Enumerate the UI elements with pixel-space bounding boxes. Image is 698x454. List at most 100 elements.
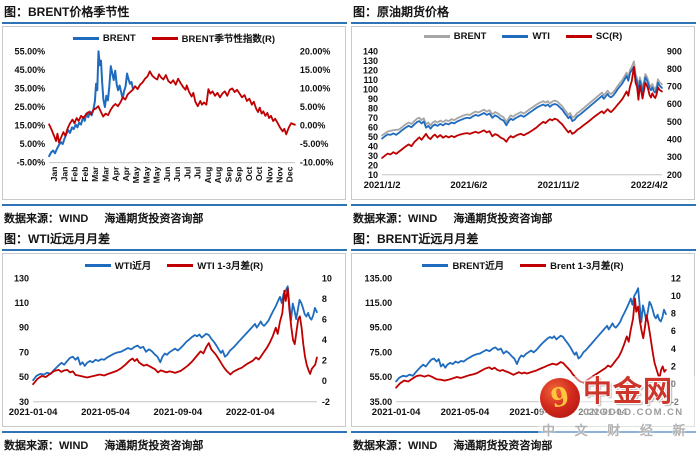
x-axis-tick: Feb — [80, 167, 90, 182]
title-rule — [351, 249, 696, 251]
x-axis-tick: Jun — [162, 167, 172, 182]
right-axis-tick: -10.00% — [300, 158, 334, 168]
x-axis-tick: Aug — [213, 167, 223, 184]
x-axis-tick: Aug — [203, 167, 213, 184]
right-axis-tick: 20.00% — [300, 46, 331, 56]
left-axis-tick: 90 — [19, 323, 29, 333]
x-axis-tick: 2022-01-04 — [226, 407, 275, 418]
x-axis-tick: 2021/1/2 — [364, 180, 401, 191]
legend-swatch — [84, 263, 111, 267]
left-axis-tick: 5.00% — [20, 139, 46, 149]
left-axis-tick: 70 — [368, 113, 378, 123]
legend-label: SC(R) — [595, 31, 623, 42]
left-axis-tick: 35.00% — [15, 83, 46, 93]
chart-legend: BRENT WTI SC(R) — [352, 31, 694, 42]
x-axis-tick: Sep — [223, 167, 233, 183]
x-axis-tick: 2021-01-04 — [372, 407, 421, 418]
source-org: 海通期货投资咨询部 — [104, 213, 204, 225]
left-axis-tick: 140 — [363, 46, 378, 56]
legend-item[interactable]: WTI 1-3月差(R) — [167, 258, 263, 272]
x-axis-tick: Nov — [275, 166, 285, 182]
x-axis-tick: May — [152, 166, 162, 183]
x-axis-tick: 2022-01-04 — [578, 407, 627, 418]
legend-label: BRENT近月 — [452, 261, 505, 272]
left-axis-tick: 20 — [368, 160, 378, 170]
source-label: 数据来源：WIND — [353, 440, 438, 452]
legend-item[interactable]: WTI近月 — [84, 258, 151, 272]
right-axis-tick: 700 — [667, 82, 682, 92]
series-line — [48, 70, 296, 144]
legend-item[interactable]: BRENT近月 — [422, 258, 504, 272]
legend-item[interactable]: BRENT — [72, 31, 136, 45]
series-line — [381, 60, 663, 137]
left-axis-tick: 60 — [368, 122, 378, 132]
bottom-rule — [351, 204, 696, 206]
x-axis-tick: Feb — [70, 167, 80, 182]
x-axis-tick: Sep — [234, 167, 244, 183]
right-axis-tick: 300 — [667, 152, 682, 162]
right-axis-tick: 2 — [322, 356, 327, 366]
watermark: 9 中金网 CNGOLD.COM.CN 中 文 财 经 新 媒 体 — [538, 376, 698, 441]
legend-item[interactable]: Brent 1-3月差(R) — [520, 258, 624, 272]
x-axis-tick: May — [131, 166, 141, 183]
watermark-url: CNGOLD.COM.CN — [583, 406, 684, 418]
x-axis-tick: Jul — [193, 167, 203, 179]
left-axis-tick: 110 — [15, 298, 30, 308]
legend-item[interactable]: WTI — [502, 31, 550, 42]
chart-plot: 130 110 90 70 50 30 10 8 6 4 2 0 -2 2021-01-04 2021-05… — [9, 273, 332, 418]
right-axis-tick: 8 — [322, 294, 327, 304]
left-axis-tick: 110 — [364, 75, 379, 85]
chart-title: 图：BRENT近远月月差 — [353, 232, 479, 246]
bottom-rule — [2, 431, 347, 433]
right-axis-tick: 8 — [671, 309, 676, 319]
right-axis-tick: 15.00% — [300, 65, 331, 75]
left-axis-tick: 95.00 — [370, 323, 393, 333]
legend-label: WTI — [532, 31, 550, 42]
right-axis-tick: 500 — [667, 117, 682, 127]
left-axis-tick: -5.00% — [17, 158, 46, 168]
right-axis-tick: 10 — [671, 291, 681, 301]
right-axis-tick: 10.00% — [300, 83, 331, 93]
right-axis-tick: 0.00% — [300, 120, 326, 130]
bottom-rule — [351, 431, 696, 433]
x-axis-tick: 2021-05-04 — [81, 407, 130, 418]
right-axis-tick: 4 — [671, 344, 676, 354]
left-axis-tick: 120 — [363, 65, 378, 75]
legend-label: BRENT — [453, 31, 487, 42]
left-axis-tick: 115.00 — [365, 298, 392, 308]
source-row: 数据来源：WIND 海通期货投资咨询部 — [349, 433, 698, 453]
legend-swatch — [167, 263, 194, 267]
legend-swatch — [502, 35, 529, 38]
right-axis-tick: 200 — [667, 170, 682, 180]
x-axis-tick: Dec — [285, 166, 295, 182]
chart-box: BRENT BRENT季节性指数(R) 55.00% 45.00% 35.00% 25.… — [2, 26, 346, 200]
legend-item[interactable]: SC(R) — [565, 31, 623, 42]
right-axis-tick: 10 — [322, 273, 332, 283]
source-row: 数据来源：WIND 海通期货投资咨询部 — [0, 433, 349, 453]
chart-plot: 55.00% 45.00% 35.00% 25.00% 15.00% 5.00% -5.00… — [15, 46, 334, 184]
right-axis-tick: 800 — [667, 64, 682, 74]
left-axis-tick: 50 — [368, 132, 378, 142]
source-label: 数据来源：WIND — [353, 213, 438, 225]
x-axis-tick: Mar — [100, 166, 110, 182]
right-axis-tick: -2 — [671, 397, 679, 407]
legend-item[interactable]: BRENT — [423, 31, 487, 42]
chart-title: 图：原油期货价格 — [353, 5, 450, 19]
watermark-text: 中金网 CNGOLD.COM.CN — [583, 375, 684, 418]
watermark-brand: 中金网 — [583, 375, 674, 408]
right-axis-tick: 400 — [667, 134, 682, 144]
right-axis-tick: 2 — [671, 361, 676, 371]
left-axis-tick: 80 — [368, 103, 378, 113]
series-line — [381, 65, 663, 159]
x-axis-tick: Apr — [121, 166, 131, 181]
chart-crude-futures-price: 图：原油期货价格 BRENT WTI SC(R) 140 130 120 110 100 90… — [349, 0, 698, 227]
left-axis-tick: 55.00% — [15, 46, 46, 56]
legend-swatch — [423, 35, 450, 38]
source-org: 海通期货投资咨询部 — [453, 213, 553, 225]
right-axis-tick: 5.00% — [300, 102, 326, 112]
right-axis-tick: 0 — [322, 376, 327, 386]
chart-legend: WTI近月 WTI 1-3月差(R) — [3, 258, 345, 272]
x-axis-tick: 2021-09-04 — [509, 407, 558, 418]
legend-item[interactable]: BRENT季节性指数(R) — [151, 31, 275, 45]
